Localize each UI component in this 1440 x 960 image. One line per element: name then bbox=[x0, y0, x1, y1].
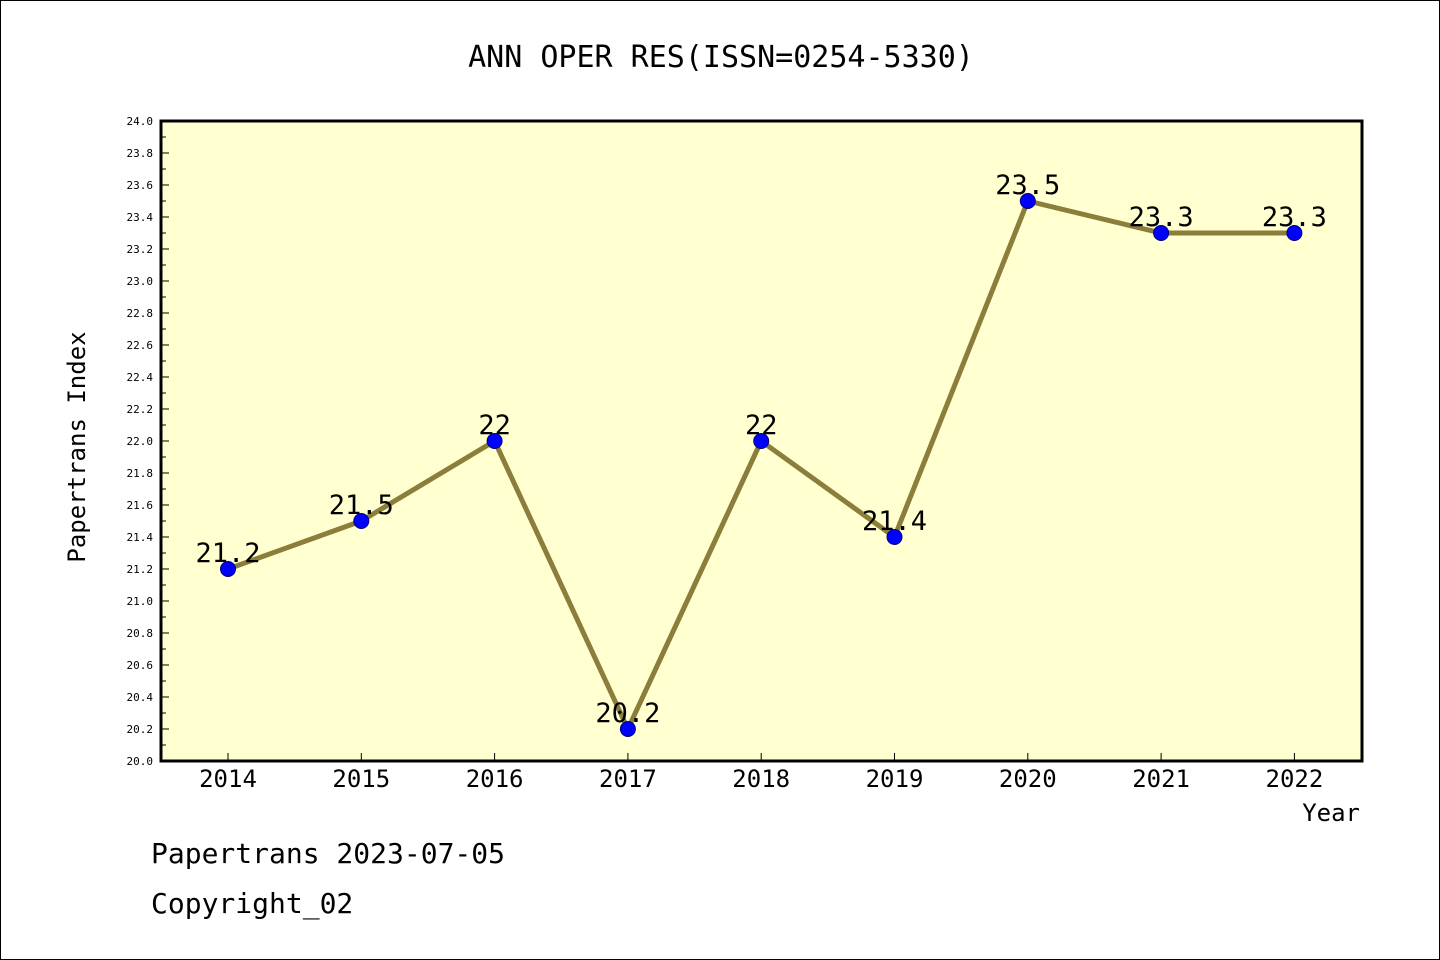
y-tick-label: 21.0 bbox=[127, 595, 154, 608]
y-axis-label: Papertrans Index bbox=[63, 331, 91, 562]
data-point bbox=[1019, 193, 1036, 209]
data-label: 21.5 bbox=[329, 490, 394, 521]
y-tick-label: 21.8 bbox=[127, 467, 154, 480]
data-point bbox=[619, 721, 636, 737]
data-point bbox=[753, 433, 770, 449]
x-tick-label: 2022 bbox=[1266, 765, 1324, 793]
x-tick-label: 2021 bbox=[1132, 765, 1190, 793]
x-tick-label: 2014 bbox=[199, 765, 257, 793]
x-axis-label: Year bbox=[1302, 799, 1360, 827]
y-tick-label: 23.2 bbox=[127, 243, 154, 256]
y-tick-label: 23.0 bbox=[127, 275, 154, 288]
y-tick-label: 20.4 bbox=[127, 691, 154, 704]
y-axis: 20.0 20.2 20.4 20.6 20.8 21.0 21.2 21.4 21.6 21.8… bbox=[127, 115, 169, 768]
y-tick-label: 23.8 bbox=[127, 147, 154, 160]
data-label: 23.5 bbox=[995, 170, 1060, 201]
y-tick-label: 24.0 bbox=[127, 115, 154, 128]
data-label: 22 bbox=[745, 410, 778, 441]
x-tick-label: 2015 bbox=[332, 765, 390, 793]
y-tick-label: 20.8 bbox=[127, 627, 154, 640]
data-label: 20.2 bbox=[595, 698, 660, 729]
data-label: 23.3 bbox=[1129, 202, 1194, 233]
x-tick-label: 2016 bbox=[466, 765, 524, 793]
x-tick-label: 2017 bbox=[599, 765, 657, 793]
y-tick-label: 23.4 bbox=[127, 211, 154, 224]
series-markers bbox=[220, 193, 1303, 737]
data-point bbox=[1286, 225, 1303, 241]
data-point bbox=[1153, 225, 1170, 241]
y-tick-label: 21.6 bbox=[127, 499, 154, 512]
data-label: 21.2 bbox=[195, 538, 260, 569]
y-tick-label: 22.8 bbox=[127, 307, 154, 320]
y-tick-label: 21.4 bbox=[127, 531, 154, 544]
y-tick-label: 22.4 bbox=[127, 371, 154, 384]
data-point bbox=[353, 513, 370, 529]
data-labels: 21.2 21.5 22 20.2 22 21.4 23.5 23.3 23.3 bbox=[195, 170, 1326, 729]
y-tick-label: 23.6 bbox=[127, 179, 154, 192]
y-tick-label: 22.6 bbox=[127, 339, 154, 352]
data-point bbox=[486, 433, 503, 449]
y-tick-label: 22.2 bbox=[127, 403, 154, 416]
x-tick-label: 2019 bbox=[866, 765, 924, 793]
x-tick-label: 2018 bbox=[732, 765, 790, 793]
data-point bbox=[886, 529, 903, 545]
x-axis: 2014 2015 2016 2017 2018 2019 2020 2021 2022 bbox=[199, 753, 1323, 793]
data-label: 21.4 bbox=[862, 506, 927, 537]
data-label: 23.3 bbox=[1262, 202, 1327, 233]
chart-title: ANN OPER RES(ISSN=0254-5330) bbox=[468, 40, 974, 75]
y-tick-label: 20.6 bbox=[127, 659, 154, 672]
data-label: 22 bbox=[478, 410, 511, 441]
footer-date: Papertrans 2023-07-05 bbox=[151, 837, 506, 870]
y-tick-label: 22.0 bbox=[127, 435, 154, 448]
footer-copyright: Copyright_02 bbox=[151, 887, 354, 920]
y-tick-label: 20.2 bbox=[127, 723, 154, 736]
y-tick-label: 21.2 bbox=[127, 563, 154, 576]
y-tick-label: 20.0 bbox=[127, 755, 154, 768]
x-tick-label: 2020 bbox=[999, 765, 1057, 793]
data-point bbox=[220, 561, 236, 577]
plot-border bbox=[159, 119, 1364, 763]
